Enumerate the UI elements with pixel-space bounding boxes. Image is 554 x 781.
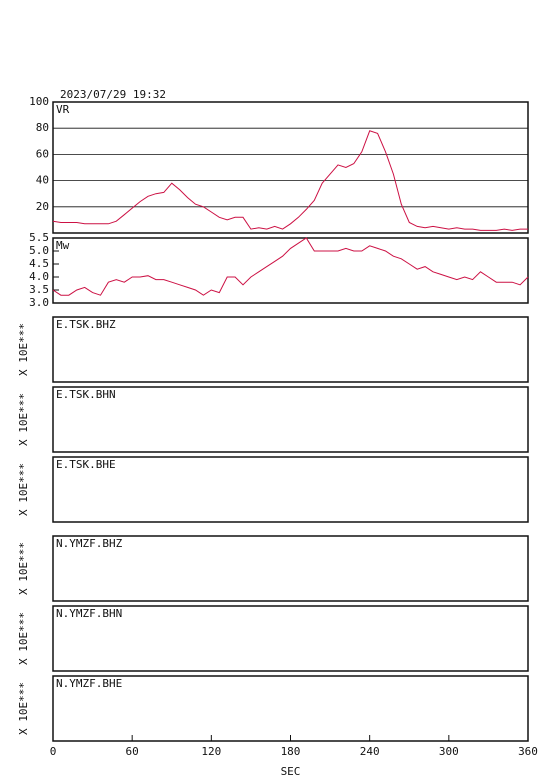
panel-frame [52,386,529,453]
y-tick-label: 3.5 [29,283,49,296]
series-line [52,237,529,296]
panel-frame [52,316,529,383]
x-axis-label: SEC [281,765,301,778]
x-tick-label: 300 [439,745,459,758]
y-tick-label: 40 [36,174,49,187]
y-tick-label: 5.5 [29,231,49,244]
panel-label: E.TSK.BHZ [56,318,116,331]
panel-label: E.TSK.BHN [56,388,116,401]
x-tick-label: 0 [50,745,57,758]
y-tick-label: 5.0 [29,244,49,257]
y-axis-label: X 10E*** [17,682,30,735]
panel-label: E.TSK.BHE [56,458,116,471]
panel-frame [52,535,529,602]
y-tick-label: 3.0 [29,296,49,309]
panel-frame [52,237,529,304]
y-axis-label: X 10E*** [17,612,30,665]
y-axis-label: X 10E*** [17,323,30,376]
panel-frame [52,101,529,234]
x-tick-label: 180 [281,745,301,758]
series-line [52,130,528,231]
panel-label: Mw [56,239,70,252]
x-tick-label: 360 [518,745,538,758]
x-tick-label: 120 [201,745,221,758]
timestamp: 2023/07/29 19:32 [60,88,166,101]
y-tick-label: 4.0 [29,270,49,283]
x-tick-label: 240 [360,745,380,758]
panel-label: N.YMZF.BHE [56,677,122,690]
y-tick-label: 20 [36,200,49,213]
panel-frame [52,675,529,742]
y-axis-label: X 10E*** [17,463,30,516]
y-tick-label: 80 [36,121,49,134]
panel-label: N.YMZF.BHZ [56,537,123,550]
panel-label: N.YMZF.BHN [56,607,122,620]
panel-label: VR [56,103,70,116]
y-axis-label: X 10E*** [17,393,30,446]
y-tick-label: 100 [29,95,49,108]
y-tick-label: 4.5 [29,257,49,270]
x-tick-label: 60 [126,745,139,758]
panel-frame [52,456,529,523]
panel-frame [52,605,529,672]
y-axis-label: X 10E*** [17,542,30,595]
y-tick-label: 60 [36,147,49,160]
